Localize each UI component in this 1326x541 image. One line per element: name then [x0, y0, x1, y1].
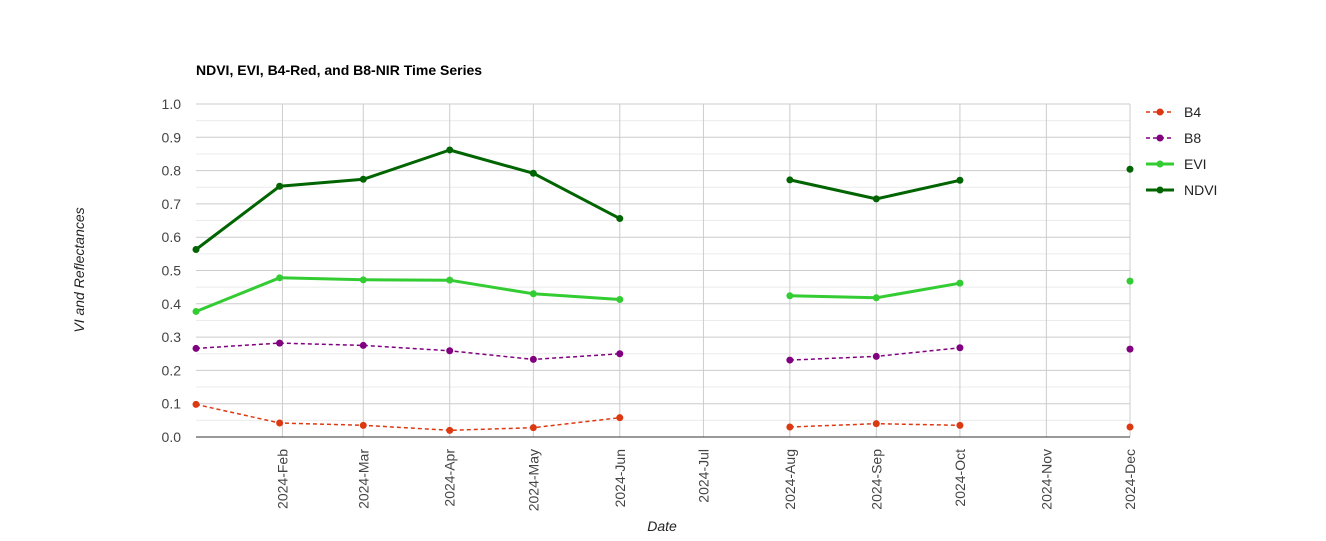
data-point-evi — [446, 276, 454, 284]
series-line-ndvi — [195, 148, 621, 251]
axis-layer: 0.0 0.1 0.2 0.3 0.4 0.5 0.6 0.7 0.8 0.9 1.0 2024-Fe… — [162, 96, 1138, 511]
data-point-evi — [956, 279, 964, 287]
y-tick-label: 0.1 — [162, 396, 182, 412]
data-point-b8 — [872, 352, 880, 360]
data-point-evi — [872, 294, 880, 302]
legend-swatch-marker — [1156, 186, 1164, 194]
data-point-evi — [276, 274, 284, 282]
legend-item-b8: B8 — [1146, 130, 1201, 146]
series-ndvi — [192, 146, 1134, 254]
x-tick-label: 2024-Jul — [695, 449, 711, 503]
data-point-b4 — [446, 426, 454, 434]
legend-item-evi: EVI — [1146, 156, 1207, 172]
y-tick-label: 0.9 — [162, 129, 182, 145]
x-tick-label: 2024-Feb — [274, 449, 290, 509]
series-line-evi — [195, 276, 620, 313]
data-point-b8 — [529, 355, 537, 363]
data-point-b4 — [359, 421, 367, 429]
x-tick-label: 2024-Jun — [612, 449, 628, 507]
data-point-b4 — [529, 424, 537, 432]
data-point-evi — [1126, 277, 1134, 285]
y-tick-label: 0.2 — [162, 362, 182, 378]
data-point-ndvi — [276, 182, 284, 190]
x-tick-label: 2024-Sep — [868, 449, 884, 510]
data-point-b8 — [1126, 345, 1134, 353]
y-tick-label: 0.4 — [162, 296, 182, 312]
data-point-b8 — [276, 339, 284, 347]
data-point-evi — [359, 276, 367, 284]
series-line-b8 — [195, 342, 620, 361]
y-tick-label: 0.8 — [162, 163, 182, 179]
legend-swatch-marker — [1156, 160, 1164, 168]
data-point-evi — [786, 292, 794, 300]
data-point-b8 — [359, 341, 367, 349]
x-tick-label: 2024-Nov — [1038, 449, 1054, 510]
chart-title: NDVI, EVI, B4-Red, and B8-NIR Time Serie… — [196, 62, 482, 78]
data-point-b4 — [786, 423, 794, 431]
y-tick-label: 0.0 — [162, 429, 182, 445]
legend-label: NDVI — [1184, 182, 1217, 198]
y-tick-label: 1.0 — [162, 96, 182, 112]
legend-swatch-marker — [1156, 108, 1164, 116]
y-tick-label: 0.3 — [162, 329, 182, 345]
x-tick-label: 2024-Apr — [442, 449, 458, 507]
data-point-b4 — [872, 420, 880, 428]
data-point-b4 — [192, 400, 200, 408]
x-axis-title: Date — [647, 518, 677, 534]
series-evi — [192, 274, 1134, 315]
data-point-ndvi — [359, 175, 367, 183]
data-point-ndvi — [446, 146, 454, 154]
series-b8 — [192, 339, 1134, 364]
x-tick-label: 2024-Aug — [782, 449, 798, 510]
data-point-b8 — [956, 344, 964, 352]
data-point-evi — [616, 295, 624, 303]
data-point-ndvi — [529, 169, 537, 177]
legend-item-ndvi: NDVI — [1146, 182, 1217, 198]
y-tick-label: 0.6 — [162, 229, 182, 245]
legend: B4 B8 EVI NDVI — [1146, 104, 1217, 198]
x-tick-label: 2024-Dec — [1122, 449, 1138, 510]
series-layer — [192, 146, 1134, 434]
x-tick-label: 2024-Oct — [952, 449, 968, 507]
data-point-b8 — [786, 356, 794, 364]
data-point-ndvi — [872, 195, 880, 203]
data-point-b8 — [616, 350, 624, 358]
data-point-evi — [192, 307, 200, 315]
x-tick-label: 2024-Mar — [355, 449, 371, 509]
data-point-b4 — [1126, 423, 1134, 431]
legend-item-b4: B4 — [1146, 104, 1201, 120]
data-point-ndvi — [786, 176, 794, 184]
data-point-b8 — [192, 344, 200, 352]
data-point-ndvi — [956, 176, 964, 184]
legend-swatch-marker — [1156, 134, 1164, 142]
legend-label: EVI — [1184, 156, 1207, 172]
grid-layer — [196, 103, 1131, 437]
data-point-ndvi — [616, 215, 624, 223]
data-point-b4 — [276, 419, 284, 427]
data-point-ndvi — [192, 246, 200, 254]
y-axis-title: VI and Reflectances — [71, 207, 87, 332]
y-tick-label: 0.7 — [162, 196, 182, 212]
data-point-b4 — [956, 421, 964, 429]
x-tick-label: 2024-May — [525, 449, 541, 511]
legend-label: B4 — [1184, 104, 1201, 120]
y-tick-label: 0.5 — [162, 263, 182, 279]
data-point-evi — [529, 290, 537, 298]
series-line-b4 — [195, 403, 620, 432]
series-b4 — [192, 400, 1134, 434]
data-point-ndvi — [1126, 165, 1134, 173]
data-point-b8 — [446, 347, 454, 355]
legend-label: B8 — [1184, 130, 1201, 146]
data-point-b4 — [616, 414, 624, 422]
